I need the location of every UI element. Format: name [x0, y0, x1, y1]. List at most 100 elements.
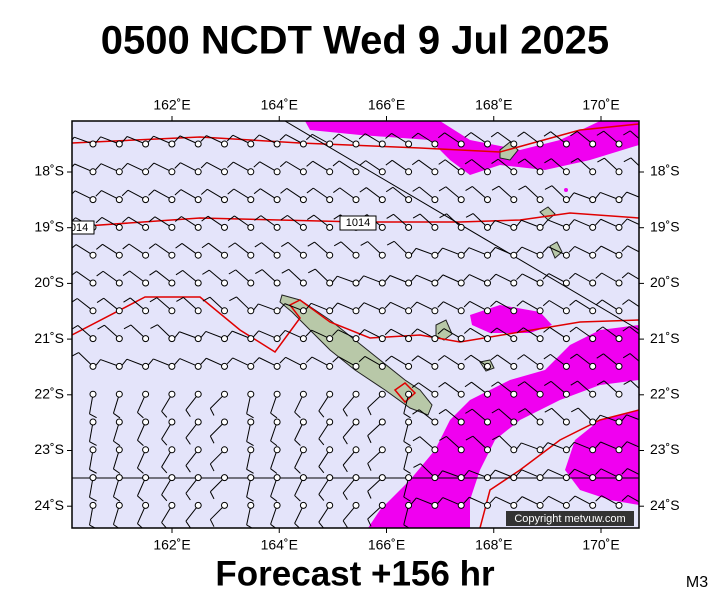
barb-feather: [367, 518, 372, 527]
barb-station: [378, 501, 386, 509]
barb-station: [484, 251, 491, 259]
barb-station: [221, 251, 228, 259]
barb-feather: [331, 275, 338, 283]
barb-station: [352, 501, 360, 509]
barb-feather: [306, 187, 314, 194]
barb-feather: [270, 496, 278, 502]
barb-station: [405, 307, 413, 315]
barb-station: [457, 501, 465, 509]
barb-station: [299, 362, 307, 370]
barb-station: [89, 196, 97, 204]
barb-station: [457, 251, 465, 259]
barb-station: [115, 501, 123, 509]
barb-station: [431, 168, 439, 176]
barb-feather: [464, 381, 472, 388]
barb-station: [562, 501, 570, 509]
barb-feather: [596, 353, 604, 359]
barb-feather: [209, 435, 215, 444]
barb-feather: [342, 409, 348, 417]
barb-feather: [437, 355, 445, 361]
barb-station: [142, 390, 150, 398]
barb-feather: [439, 213, 447, 219]
barb-station: [352, 168, 360, 176]
barb-station: [536, 390, 544, 398]
barb-shaft: [626, 441, 639, 448]
barb-station: [247, 446, 255, 454]
barb-feather: [227, 161, 234, 168]
barb-station: [352, 390, 360, 398]
barb-station: [431, 279, 439, 287]
barb-station: [457, 196, 465, 204]
barb-feather: [437, 470, 443, 478]
barb-station: [142, 196, 150, 204]
barb-feather: [72, 298, 78, 303]
barb-station: [615, 446, 623, 454]
barb-feather: [437, 301, 444, 308]
barb-feather: [623, 157, 632, 163]
barb-station: [194, 168, 202, 176]
barb-station: [326, 223, 334, 231]
barb-station: [168, 168, 176, 176]
barb-station: [194, 279, 202, 287]
barb-station: [378, 474, 386, 482]
barb-station: [431, 446, 439, 454]
barb-station: [247, 362, 255, 370]
barb-feather: [226, 357, 234, 365]
barb-station: [510, 362, 518, 370]
barb-feather: [113, 440, 121, 447]
barb-feather: [464, 132, 472, 138]
barb-feather: [137, 439, 144, 446]
barb-station: [431, 335, 439, 343]
barb-station: [562, 474, 570, 482]
lat-label: 23˚S: [34, 441, 64, 457]
barb-station: [562, 362, 570, 370]
barb-feather: [342, 492, 348, 500]
barb-feather: [254, 242, 262, 248]
barb-feather: [148, 162, 155, 170]
barb-feather: [517, 354, 525, 360]
barb-shaft: [627, 494, 639, 503]
barb-station: [484, 279, 491, 287]
barb-feather: [342, 437, 348, 445]
barb-feather: [95, 359, 101, 367]
barb-station: [326, 501, 334, 509]
barb-feather: [332, 356, 339, 363]
lat-label: 18˚S: [650, 163, 680, 179]
barb-station: [247, 390, 255, 398]
barb-station: [299, 168, 307, 176]
barb-feather: [209, 463, 215, 472]
barb-station: [273, 501, 281, 509]
barb-station: [299, 474, 307, 482]
barb-station: [273, 474, 281, 482]
barb-station: [142, 140, 150, 148]
barb-feather: [174, 216, 182, 222]
barb-station: [221, 168, 228, 176]
barb-feather: [270, 412, 278, 419]
copyright-box: [506, 511, 634, 526]
barb-station: [431, 223, 439, 231]
lat-label: 19˚S: [650, 218, 680, 234]
barb-feather: [270, 523, 277, 528]
barb-feather: [280, 188, 288, 194]
barb-station: [589, 474, 597, 482]
barb-station: [247, 307, 255, 315]
barb-station: [115, 196, 123, 204]
barb-feather: [358, 302, 365, 309]
barb-station: [194, 335, 202, 343]
barb-station: [431, 307, 439, 315]
barb-feather: [113, 524, 120, 528]
barb-feather: [385, 186, 394, 193]
barb-feather: [490, 327, 498, 334]
barb-station: [299, 251, 307, 259]
barb-feather: [411, 301, 418, 309]
barb-feather: [412, 186, 420, 192]
barb-station: [484, 362, 491, 370]
barb-feather: [254, 215, 262, 221]
barb-feather: [185, 520, 191, 528]
barb-station: [484, 335, 491, 343]
barb-station: [142, 335, 150, 343]
barb-feather: [385, 133, 392, 139]
barb-station: [589, 418, 597, 426]
barb-station: [484, 418, 491, 426]
